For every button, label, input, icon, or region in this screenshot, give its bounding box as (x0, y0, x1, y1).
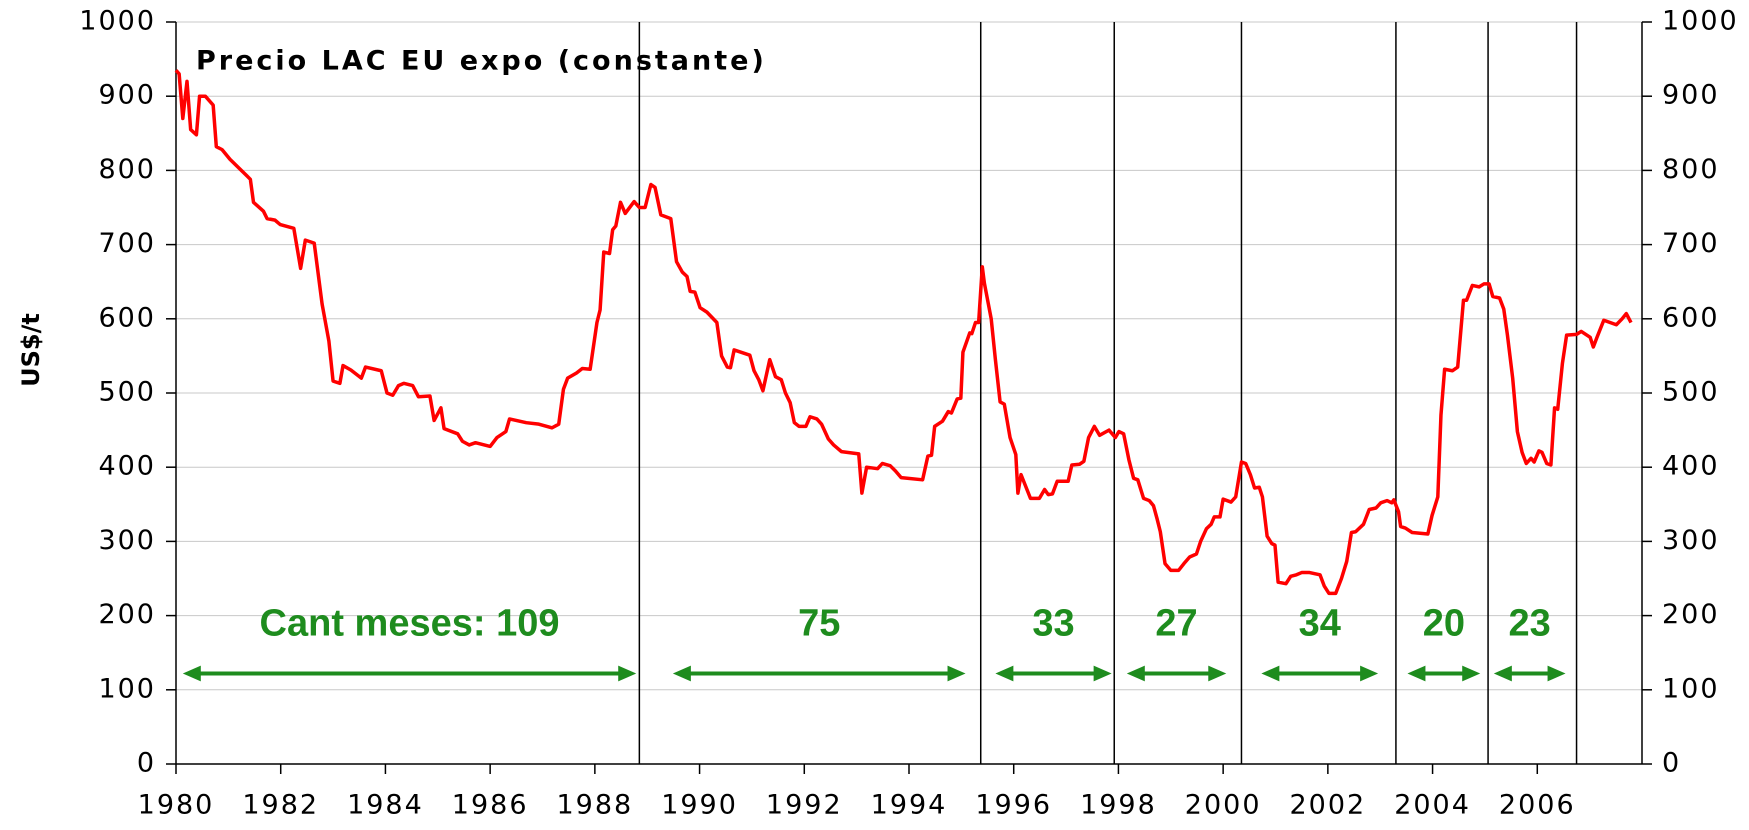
arrow-head (1547, 665, 1566, 682)
y2-tick-label: 200 (1662, 599, 1720, 630)
x-tick-label: 1990 (661, 790, 738, 821)
y-tick-label: 0 (137, 748, 156, 779)
arrow-head (1407, 665, 1426, 682)
x-tick-label: 1986 (452, 790, 529, 821)
period-label: 23 (1509, 602, 1551, 644)
y-tick-label: 200 (98, 599, 156, 630)
y2-tick-label: 400 (1662, 451, 1720, 482)
y-tick-label: 1000 (79, 6, 156, 37)
y2-tick-label: 100 (1662, 673, 1720, 704)
x-tick-label: 1992 (766, 790, 843, 821)
period-label: 34 (1299, 602, 1341, 644)
y-tick-label: 500 (98, 377, 156, 408)
arrow-head (1360, 665, 1379, 682)
period-label: 75 (798, 602, 840, 644)
y2-tick-label: 700 (1662, 228, 1720, 259)
period-label: Cant meses: 109 (260, 602, 560, 644)
y-tick-label: 800 (98, 154, 156, 185)
price-line (174, 69, 1633, 596)
arrow-head (1493, 665, 1512, 682)
y-axis-label: US$/t (17, 313, 45, 387)
x-tick-label: 2006 (1499, 790, 1576, 821)
x-tick-label: 1984 (347, 790, 424, 821)
x-tick-label: 1996 (975, 790, 1052, 821)
y-tick-label: 900 (98, 80, 156, 111)
chart-title: Precio LAC EU expo (constante) (196, 46, 767, 77)
y2-tick-label: 300 (1662, 525, 1720, 556)
y2-tick-label: 1000 (1662, 6, 1739, 37)
y-tick-label: 300 (98, 525, 156, 556)
y-tick-label: 100 (98, 673, 156, 704)
x-tick-label: 1998 (1080, 790, 1157, 821)
arrow-head (995, 665, 1014, 682)
y2-tick-label: 900 (1662, 80, 1720, 111)
arrow-head (1261, 665, 1280, 682)
x-tick-label: 1982 (242, 790, 319, 821)
arrow-head (618, 665, 637, 682)
arrow-head (1126, 665, 1145, 682)
x-tick-label: 1988 (556, 790, 633, 821)
y-tick-label: 600 (98, 302, 156, 333)
period-label: 27 (1155, 602, 1197, 644)
x-tick-label: 2000 (1185, 790, 1262, 821)
x-tick-label: 1994 (871, 790, 948, 821)
period-label: 33 (1032, 602, 1074, 644)
arrow-head (1208, 665, 1227, 682)
y2-tick-label: 0 (1662, 748, 1681, 779)
y-tick-label: 700 (98, 228, 156, 259)
arrow-head (672, 665, 691, 682)
y2-tick-label: 500 (1662, 377, 1720, 408)
arrow-head (1462, 665, 1481, 682)
arrow-head (1093, 665, 1112, 682)
y2-tick-label: 600 (1662, 302, 1720, 333)
x-tick-label: 2004 (1394, 790, 1471, 821)
y2-tick-label: 800 (1662, 154, 1720, 185)
y-tick-label: 400 (98, 451, 156, 482)
arrow-head (182, 665, 201, 682)
x-tick-label: 2002 (1289, 790, 1366, 821)
period-label: 20 (1423, 602, 1465, 644)
arrow-head (947, 665, 966, 682)
x-tick-label: 1980 (138, 790, 215, 821)
